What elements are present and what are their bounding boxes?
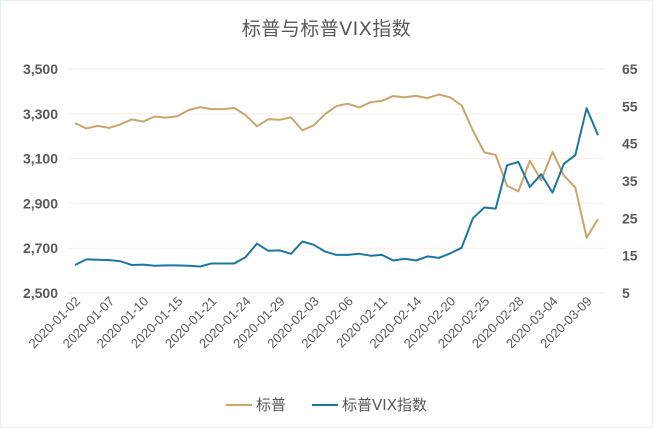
legend-label-vix: 标普VIX指数 [342,396,427,414]
legend: 标普 标普VIX指数 [0,394,653,415]
y-right-tick: 65 [622,61,638,77]
y-right-tick: 25 [622,210,638,226]
legend-swatch-vix [312,403,339,406]
y-right-tick: 15 [622,248,638,264]
y-left-tick: 2,700 [23,240,58,256]
y-right-tick: 35 [622,173,638,189]
legend-item-sp500[interactable]: 标普 [226,394,286,415]
y-left-tick: 3,300 [23,106,58,122]
legend-label-sp500: 标普 [256,396,287,414]
legend-item-vix[interactable]: 标普VIX指数 [312,394,427,415]
y-left-tick: 2,900 [23,195,58,211]
y-left-tick: 2,500 [23,285,58,301]
chart-title: 标普与标普VIX指数 [241,18,412,40]
legend-swatch-sp500 [226,403,252,406]
vix-line [74,107,599,268]
sp500-line [74,93,599,239]
y-right-tick: 55 [622,98,638,114]
y-right-tick: 45 [622,136,638,152]
y-left-tick: 3,500 [23,61,58,77]
y-right-tick: 5 [622,285,630,301]
y-left-tick: 3,100 [23,151,58,167]
